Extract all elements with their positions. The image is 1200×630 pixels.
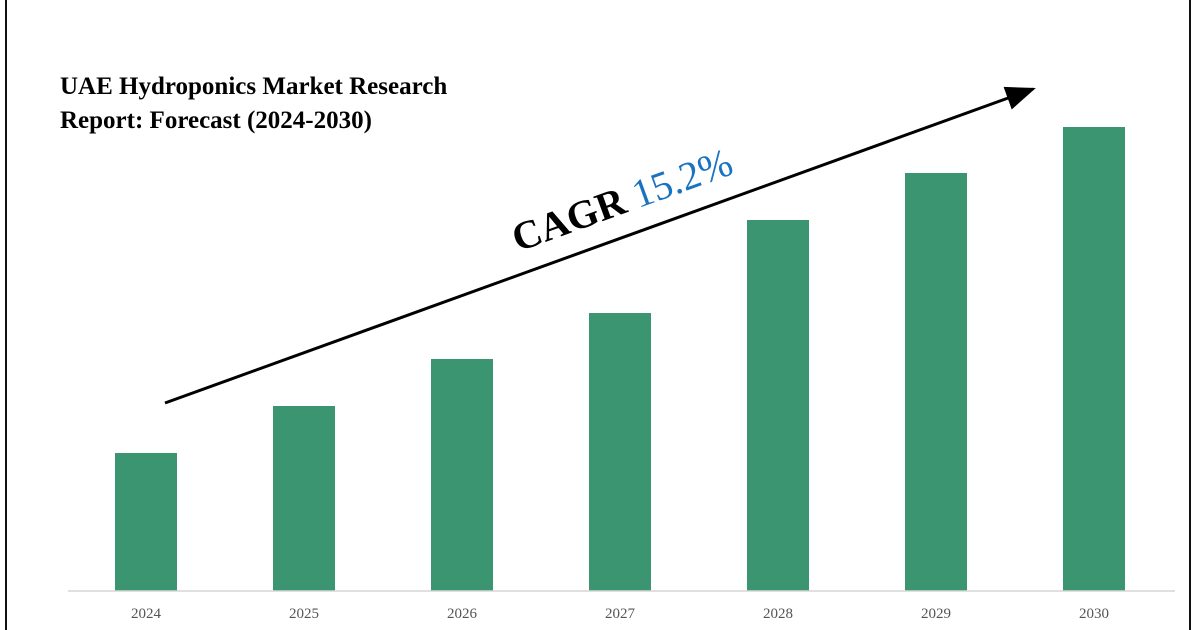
image-frame: [5, 0, 1191, 630]
x-tick-2024: 2024: [131, 606, 162, 622]
x-tick-2029: 2029: [921, 606, 951, 622]
x-tick-2030: 2030: [1079, 606, 1109, 622]
chart-title-line-2: Report: Forecast (2024-2030): [60, 107, 372, 134]
cagr-value: 15.2%: [626, 139, 738, 217]
chart-title-line-1: UAE Hydroponics Market Research: [60, 73, 448, 100]
bars-group: [115, 127, 1125, 591]
bar-2026: [431, 359, 493, 591]
x-tick-2025: 2025: [289, 606, 319, 622]
bar-2027: [589, 313, 651, 591]
bar-2028: [747, 220, 809, 591]
x-tick-2027: 2027: [605, 606, 636, 622]
x-tick-2026: 2026: [447, 606, 478, 622]
x-tick-labels: 2024 2025 2026 2027 2028 2029 2030: [131, 606, 1109, 622]
cagr-label: CAGR: [506, 178, 633, 261]
bar-2029: [905, 173, 967, 591]
x-tick-2028: 2028: [763, 606, 793, 622]
bar-2030: [1063, 127, 1125, 591]
growth-arrow: [164, 86, 1036, 405]
cagr-annotation: CAGR15.2%: [506, 139, 739, 260]
bar-2025: [273, 406, 335, 591]
chart-title: UAE Hydroponics Market Research Report: …: [60, 70, 447, 138]
bar-2024: [115, 453, 177, 591]
